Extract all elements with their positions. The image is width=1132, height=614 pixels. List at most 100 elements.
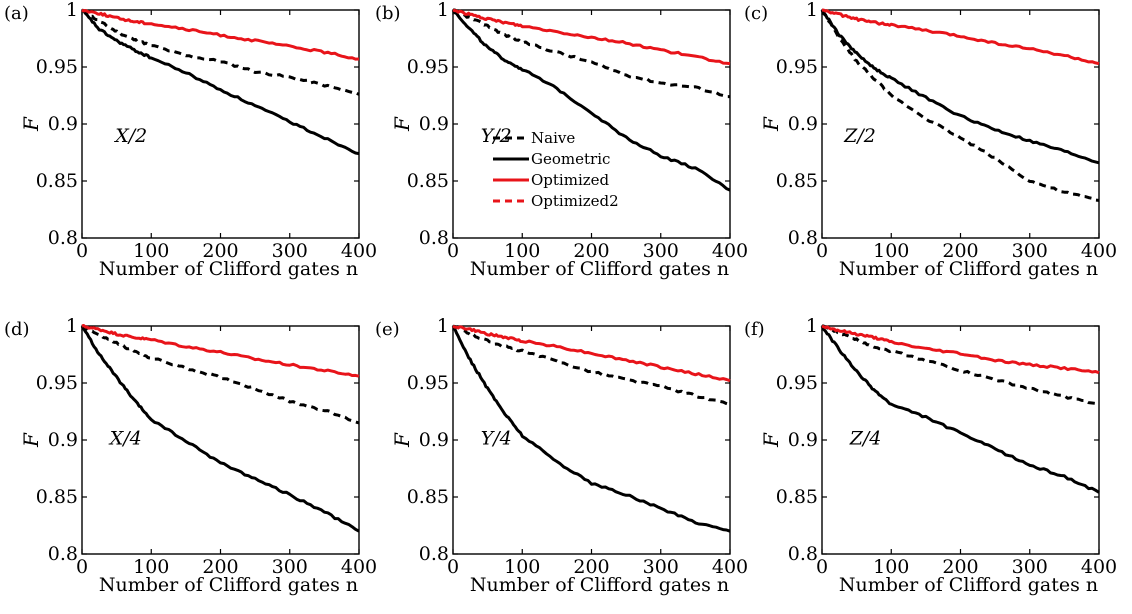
x-tick-label: 0 [816,240,828,262]
series-line-solid-black [451,9,731,192]
x-tick-label: 400 [341,240,377,262]
y-tick-label: 0.85 [36,170,78,192]
y-tick-label: 0.95 [36,56,78,78]
series-line-dashed-black [81,324,360,425]
series-line-solid-black [81,8,360,156]
x-tick-label: 0 [76,556,88,578]
series-line-solid-red [821,324,1100,375]
y-tick-label: 1 [806,0,818,21]
y-tick-label: 0.95 [36,372,78,394]
x-tick-label: 400 [1081,240,1117,262]
y-axis-label: F [759,432,783,448]
series-line-dashed-black [453,8,730,99]
y-tick-label: 1 [806,315,818,337]
series-line-dashed-black [822,324,1100,407]
x-axis-label: Number of Clifford gates n [839,258,1098,280]
y-tick-label: 1 [66,0,78,21]
x-tick-label: 100 [504,240,540,262]
series-line-solid-black [820,325,1100,494]
series-line-solid-red [81,324,360,378]
x-tick-label: 0 [447,556,459,578]
y-tick-label: 1 [437,0,449,21]
y-tick-label: 0.85 [407,486,449,508]
y-tick-label: 0.8 [48,227,78,249]
x-tick-label: 400 [712,556,748,578]
y-tick-label: 0.8 [419,227,449,249]
y-tick-label: 0.9 [788,113,818,135]
y-tick-label: 0.95 [776,372,818,394]
x-tick-label: 0 [816,556,828,578]
gate-annotation: Y/4 [481,428,512,450]
y-tick-label: 0.85 [776,170,818,192]
panel-label: (c) [744,3,768,24]
y-tick-label: 0.9 [788,429,818,451]
y-tick-label: 0.9 [419,429,449,451]
x-tick-label: 0 [76,240,88,262]
y-axis-label: F [390,116,414,132]
x-axis-label: Number of Clifford gates n [839,574,1098,596]
x-tick-label: 300 [643,556,679,578]
y-tick-label: 0.8 [419,543,449,565]
panel-label: (d) [4,319,30,340]
x-tick-label: 200 [202,556,238,578]
y-tick-label: 1 [66,315,78,337]
x-tick-label: 200 [942,240,978,262]
x-tick-label: 100 [133,240,169,262]
x-axis-label: Number of Clifford gates n [99,574,358,596]
x-tick-label: 200 [202,240,238,262]
panel-label: (b) [375,3,401,24]
y-tick-label: 0.85 [36,486,78,508]
panel-label: (e) [375,319,400,340]
x-axis-label: Number of Clifford gates n [470,574,729,596]
series-line-dashed-black [452,324,731,407]
x-axis-label: Number of Clifford gates n [99,258,358,280]
x-tick-label: 200 [573,240,609,262]
legend-label: Naive [531,129,575,147]
gate-annotation: X/2 [113,125,147,147]
legend: Naive Geometric Optimized Optimized2 [493,129,619,210]
gate-annotation: Y/2 [481,125,512,147]
series-line-solid-red [821,8,1100,66]
series-line-dashed-black [81,8,360,96]
y-axis-label: F [759,116,783,132]
y-tick-label: 1 [437,315,449,337]
y-axis-label: F [19,432,43,448]
panel-label: (a) [4,3,29,24]
y-tick-label: 0.8 [788,227,818,249]
x-tick-label: 100 [504,556,540,578]
x-tick-label: 300 [1012,556,1048,578]
y-tick-label: 0.9 [48,113,78,135]
x-tick-label: 100 [873,240,909,262]
series-line-solid-red [452,8,731,66]
gate-annotation: Z/2 [843,125,876,147]
x-tick-label: 400 [1081,556,1117,578]
y-tick-label: 0.85 [776,486,818,508]
x-tick-label: 0 [447,240,459,262]
x-tick-label: 400 [341,556,377,578]
x-tick-label: 300 [1012,240,1048,262]
gate-annotation: X/4 [108,428,142,450]
y-tick-label: 0.85 [407,170,449,192]
y-tick-label: 0.95 [407,56,449,78]
series-line-solid-black [80,325,360,533]
y-tick-label: 0.9 [48,429,78,451]
legend-label: Optimized2 [531,192,619,210]
x-tick-label: 200 [573,556,609,578]
y-tick-label: 0.95 [407,372,449,394]
y-tick-label: 0.95 [776,56,818,78]
x-tick-label: 200 [942,556,978,578]
series-line-solid-red [452,324,731,383]
panel-label: (f) [744,319,765,340]
x-tick-label: 400 [712,240,748,262]
x-tick-label: 300 [272,556,308,578]
x-tick-label: 100 [873,556,909,578]
series-line-solid-black [451,325,731,533]
x-axis-label: Number of Clifford gates n [470,258,729,280]
